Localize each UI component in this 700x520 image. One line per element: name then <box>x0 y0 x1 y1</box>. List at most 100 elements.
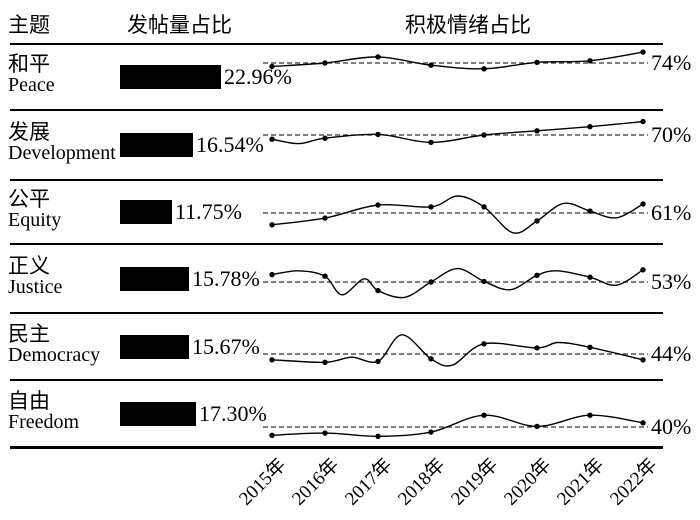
data-point <box>587 124 593 130</box>
data-point <box>481 204 487 210</box>
volume-bar <box>120 266 189 291</box>
data-point <box>428 279 434 285</box>
topic-label-zh: 公平 <box>8 187 50 211</box>
sentiment-line <box>271 414 644 438</box>
topic-label-en: Equity <box>8 209 62 231</box>
sentiment-mean-label: 44% <box>651 341 692 366</box>
year-tick-label: 2022年 <box>606 454 662 510</box>
year-tick-label: 2015年 <box>235 454 291 510</box>
data-point <box>269 63 275 70</box>
topic-label-zh: 正义 <box>8 253 50 278</box>
data-point <box>640 357 646 363</box>
data-point <box>534 218 540 224</box>
data-point <box>481 341 487 347</box>
sentiment-line <box>271 334 644 367</box>
year-tick-label: 2018年 <box>394 454 450 510</box>
volume-value: 22.96% <box>224 64 292 89</box>
volume-value: 11.75% <box>175 199 243 224</box>
data-point <box>269 222 275 228</box>
data-point <box>322 60 328 66</box>
sentiment-mean-label: 40% <box>651 414 692 439</box>
data-point <box>481 278 487 285</box>
sentiment-line <box>271 51 644 70</box>
topic-label-en: Peace <box>8 74 55 96</box>
data-point <box>587 58 593 64</box>
data-point <box>640 267 646 273</box>
data-point <box>322 430 328 436</box>
data-point <box>375 131 381 138</box>
data-point <box>640 49 646 55</box>
volume-bar <box>120 65 221 89</box>
data-point <box>269 136 275 142</box>
volume-value: 15.67% <box>192 333 260 359</box>
separator-line <box>10 109 663 111</box>
sentiment-sparkline <box>263 412 648 439</box>
header-volume: 发帖量占比 <box>127 13 232 37</box>
data-point <box>587 208 593 214</box>
data-point <box>428 139 434 146</box>
data-point <box>428 204 434 210</box>
volume-value: 16.54% <box>196 132 264 157</box>
volume-bar <box>120 200 172 224</box>
data-point <box>322 135 328 141</box>
data-point <box>481 132 487 138</box>
data-point <box>375 433 381 439</box>
data-point <box>269 271 275 278</box>
data-point <box>269 357 275 363</box>
sentiment-sparkline <box>263 267 648 299</box>
sentiment-sparkline <box>263 334 648 367</box>
volume-bar <box>120 401 196 426</box>
volume-bar <box>120 133 193 157</box>
sentiment-sparkline <box>263 195 648 234</box>
header-sentiment: 积极情绪占比 <box>405 13 531 37</box>
separator-line <box>10 43 663 45</box>
sentiment-line <box>271 120 644 145</box>
data-point <box>587 274 593 280</box>
topic-label-en: Development <box>8 142 116 164</box>
data-point <box>534 423 540 430</box>
data-point <box>322 273 328 279</box>
data-point <box>481 412 487 418</box>
data-point <box>640 201 646 207</box>
volume-bar <box>120 334 189 359</box>
year-tick-label: 2016年 <box>288 454 344 510</box>
separator-line <box>10 243 663 245</box>
sentiment-mean-label: 53% <box>651 269 692 294</box>
year-tick-label: 2021年 <box>553 454 609 510</box>
topic-label-en: Freedom <box>8 410 80 433</box>
data-point <box>375 202 381 208</box>
topic-label-en: Justice <box>8 275 63 298</box>
data-point <box>428 429 434 435</box>
separator-line <box>10 379 663 381</box>
sentiment-sparkline <box>263 118 648 146</box>
topic-label-en: Democracy <box>8 343 101 366</box>
separator-line <box>10 179 663 181</box>
sentiment-line <box>271 267 644 299</box>
data-point <box>534 272 540 278</box>
data-point <box>428 356 434 362</box>
data-point <box>269 432 275 438</box>
topic-label-zh: 自由 <box>8 388 50 413</box>
x-axis-line <box>10 446 663 449</box>
data-point <box>375 287 381 294</box>
data-point <box>640 118 646 125</box>
sentiment-mean-label: 70% <box>651 122 692 147</box>
volume-value: 15.78% <box>192 265 260 291</box>
data-point <box>587 412 593 418</box>
data-point <box>587 344 593 350</box>
data-point <box>322 359 328 365</box>
data-point <box>375 358 381 365</box>
volume-value: 17.30% <box>199 400 267 426</box>
year-tick-label: 2020年 <box>500 454 556 510</box>
topic-label-zh: 发展 <box>8 120 50 144</box>
sentiment-sparkline <box>263 49 648 72</box>
topic-label-zh: 民主 <box>8 321 50 346</box>
data-point <box>322 215 328 221</box>
sentiment-mean-label: 74% <box>651 50 692 75</box>
topic-label-zh: 和平 <box>8 52 50 76</box>
data-point <box>375 54 381 60</box>
sentiment-mean-label: 61% <box>651 200 692 225</box>
header-topic: 主题 <box>8 13 50 37</box>
sentiment-line <box>271 195 644 234</box>
